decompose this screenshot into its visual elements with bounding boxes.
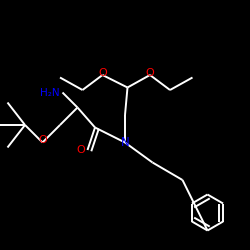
Text: H₂N: H₂N [40,88,60,98]
Text: O: O [98,68,107,78]
Text: O: O [146,68,154,78]
Text: O: O [77,145,86,155]
Text: O: O [38,135,47,145]
Text: N: N [120,136,130,149]
